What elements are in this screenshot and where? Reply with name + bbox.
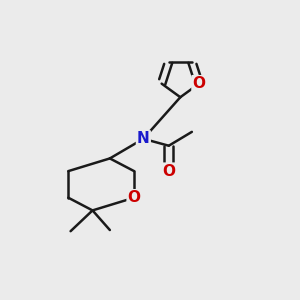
Text: O: O: [162, 164, 175, 178]
Text: O: O: [193, 76, 206, 91]
Text: O: O: [128, 190, 141, 205]
Text: N: N: [137, 131, 150, 146]
